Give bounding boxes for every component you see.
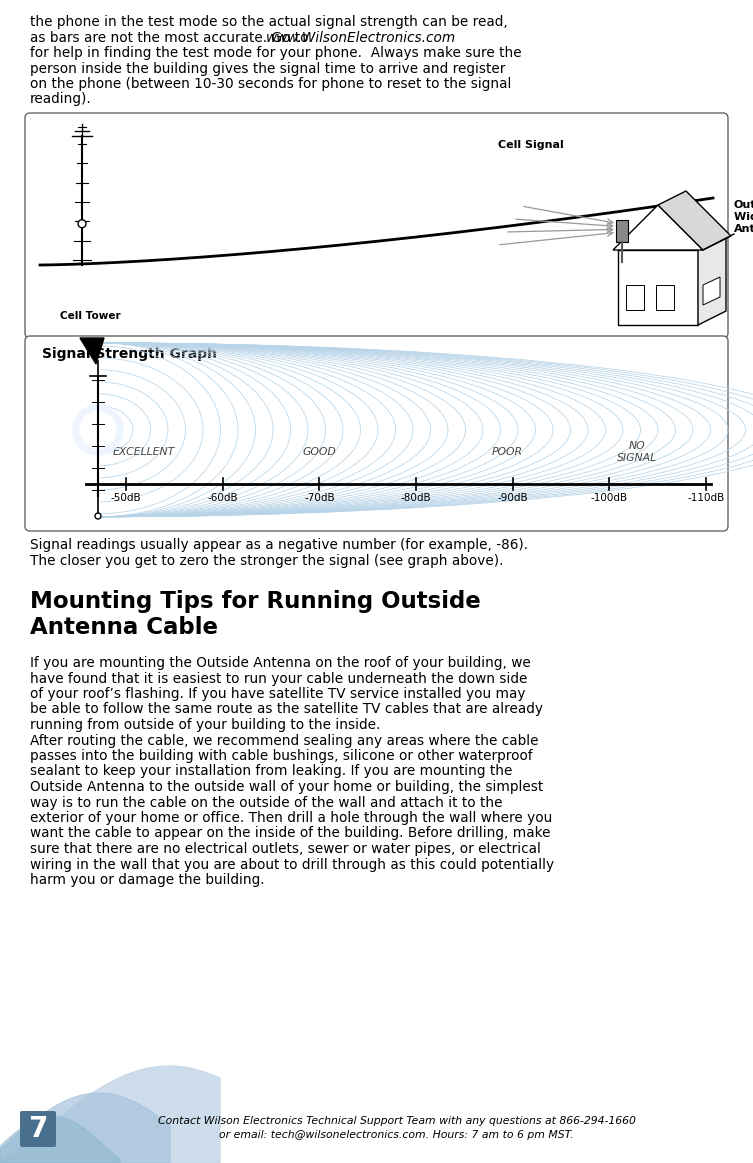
Text: or email: tech@wilsonelectronics.com. Hours: 7 am to 6 pm MST.: or email: tech@wilsonelectronics.com. Ho… [219,1130,574,1140]
Polygon shape [656,285,674,311]
Circle shape [78,220,86,228]
Circle shape [95,513,101,519]
Text: way is to run the cable on the outside of the wall and attach it to the: way is to run the cable on the outside o… [30,795,502,809]
Text: person inside the building gives the signal time to arrive and register: person inside the building gives the sig… [30,62,505,76]
Polygon shape [0,1116,120,1163]
Text: running from outside of your building to the inside.: running from outside of your building to… [30,718,380,732]
Text: of your roof’s flashing. If you have satellite TV service installed you may: of your roof’s flashing. If you have sat… [30,687,526,701]
Text: the phone in the test mode so the actual signal strength can be read,: the phone in the test mode so the actual… [30,15,508,29]
Text: -80dB: -80dB [401,493,431,504]
FancyBboxPatch shape [20,1111,56,1147]
Text: Outside Antenna to the outside wall of your home or building, the simplest: Outside Antenna to the outside wall of y… [30,780,543,794]
Text: Cell Tower: Cell Tower [60,311,120,321]
Text: exterior of your home or office. Then drill a hole through the wall where you: exterior of your home or office. Then dr… [30,811,552,825]
Text: The closer you get to zero the stronger the signal (see graph above).: The closer you get to zero the stronger … [30,554,504,568]
Text: for help in finding the test mode for your phone.  Always make sure the: for help in finding the test mode for yo… [30,47,522,60]
Text: -100dB: -100dB [591,493,628,504]
Text: -90dB: -90dB [497,493,528,504]
Polygon shape [80,338,104,364]
Polygon shape [658,191,731,250]
FancyBboxPatch shape [25,113,728,338]
Text: want the cable to appear on the inside of the building. Before drilling, make: want the cable to appear on the inside o… [30,827,550,841]
Text: as bars are not the most accurate. Go to: as bars are not the most accurate. Go to [30,30,313,44]
Text: EXCELLENT: EXCELLENT [113,447,175,457]
Text: Antenna Cable: Antenna Cable [30,616,218,638]
Text: -110dB: -110dB [687,493,724,504]
Text: wiring in the wall that you are about to drill through as this could potentially: wiring in the wall that you are about to… [30,857,554,871]
Polygon shape [0,1093,170,1163]
Text: GOOD: GOOD [303,447,336,457]
Polygon shape [703,277,720,305]
Text: sealant to keep your installation from leaking. If you are mounting the: sealant to keep your installation from l… [30,764,512,778]
Text: www.WilsonElectronics.com: www.WilsonElectronics.com [266,30,456,44]
Text: Signal readings usually appear as a negative number (for example, -86).: Signal readings usually appear as a nega… [30,538,528,552]
Polygon shape [618,250,698,324]
Text: Signal Strength Graph: Signal Strength Graph [42,347,217,361]
Text: be able to follow the same route as the satellite TV cables that are already: be able to follow the same route as the … [30,702,543,716]
Text: reading).: reading). [30,93,92,107]
Text: on the phone (between 10-30 seconds for phone to reset to the signal: on the phone (between 10-30 seconds for … [30,77,511,91]
Text: Outside
Wide Band
Antenna: Outside Wide Band Antenna [734,200,753,234]
Text: -70dB: -70dB [304,493,334,504]
Text: Cell Signal: Cell Signal [498,140,564,150]
Text: Mounting Tips for Running Outside: Mounting Tips for Running Outside [30,590,480,613]
Text: sure that there are no electrical outlets, sewer or water pipes, or electrical: sure that there are no electrical outlet… [30,842,541,856]
Text: If you are mounting the Outside Antenna on the roof of your building, we: If you are mounting the Outside Antenna … [30,656,531,670]
Text: Contact Wilson Electronics Technical Support Team with any questions at 866-294-: Contact Wilson Electronics Technical Sup… [157,1116,636,1126]
Text: have found that it is easiest to run your cable underneath the down side: have found that it is easiest to run you… [30,671,527,685]
Polygon shape [616,220,628,242]
Text: NO
SIGNAL: NO SIGNAL [617,441,657,463]
Circle shape [73,405,123,455]
FancyBboxPatch shape [25,336,728,531]
Text: passes into the building with cable bushings, silicone or other waterproof: passes into the building with cable bush… [30,749,532,763]
Text: After routing the cable, we recommend sealing any areas where the cable: After routing the cable, we recommend se… [30,734,538,748]
Text: -60dB: -60dB [207,493,238,504]
Text: POOR: POOR [492,447,523,457]
Polygon shape [698,236,726,324]
Polygon shape [0,1066,220,1163]
Polygon shape [626,285,644,311]
Text: harm you or damage the building.: harm you or damage the building. [30,873,264,887]
Text: 7: 7 [29,1115,47,1143]
Circle shape [80,412,116,448]
Polygon shape [613,205,703,250]
Text: -50dB: -50dB [111,493,142,504]
